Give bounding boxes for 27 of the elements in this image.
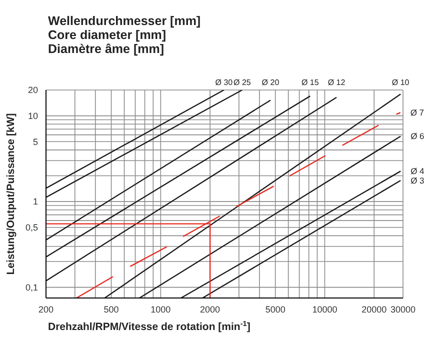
chart-title: Wellendurchmesser [mm] Core diameter [mm] Diamètre âme [mm] [48,14,201,56]
y-tick-label: 20 [28,85,38,96]
x-tick-label: 5000 [265,304,286,314]
x-tick-label: 500 [104,304,119,314]
x-axis-title: Drehzahl/RPM/Vitesse de rotation [min$^{-1}$] [48,318,250,333]
series-label: Ø 10 [392,78,410,87]
x-tick-label: 2000 [200,304,220,314]
x-tick-label: 200 [38,304,54,314]
y-tick-label: 10 [28,111,38,122]
x-tick-label: 10000 [312,304,338,314]
series-label: Ø 30 [215,78,234,87]
x-tick-label: 20000 [362,304,387,314]
series-label: Ø 15 [301,78,320,87]
series-label: Ø 7 [410,108,424,118]
series-label: Ø 25 [234,78,252,87]
y-tick-label: 1 [32,196,38,207]
series-label: Ø 4 [410,166,425,176]
series-label: Ø 3 [410,176,425,186]
y-axis-title: Leistung/Output/Puissance [kW] [5,113,17,275]
y-tick-label: 0,5 [25,222,38,233]
y-tick-label: 0,1 [25,282,38,292]
series-label: Ø 20 [262,78,280,87]
series-label: Ø 12 [328,78,346,87]
x-tick-label: 1000 [150,304,171,314]
series-label: Ø 6 [410,131,425,142]
x-tick-label: 30000 [390,304,416,314]
y-tick-label: 5 [32,136,38,147]
